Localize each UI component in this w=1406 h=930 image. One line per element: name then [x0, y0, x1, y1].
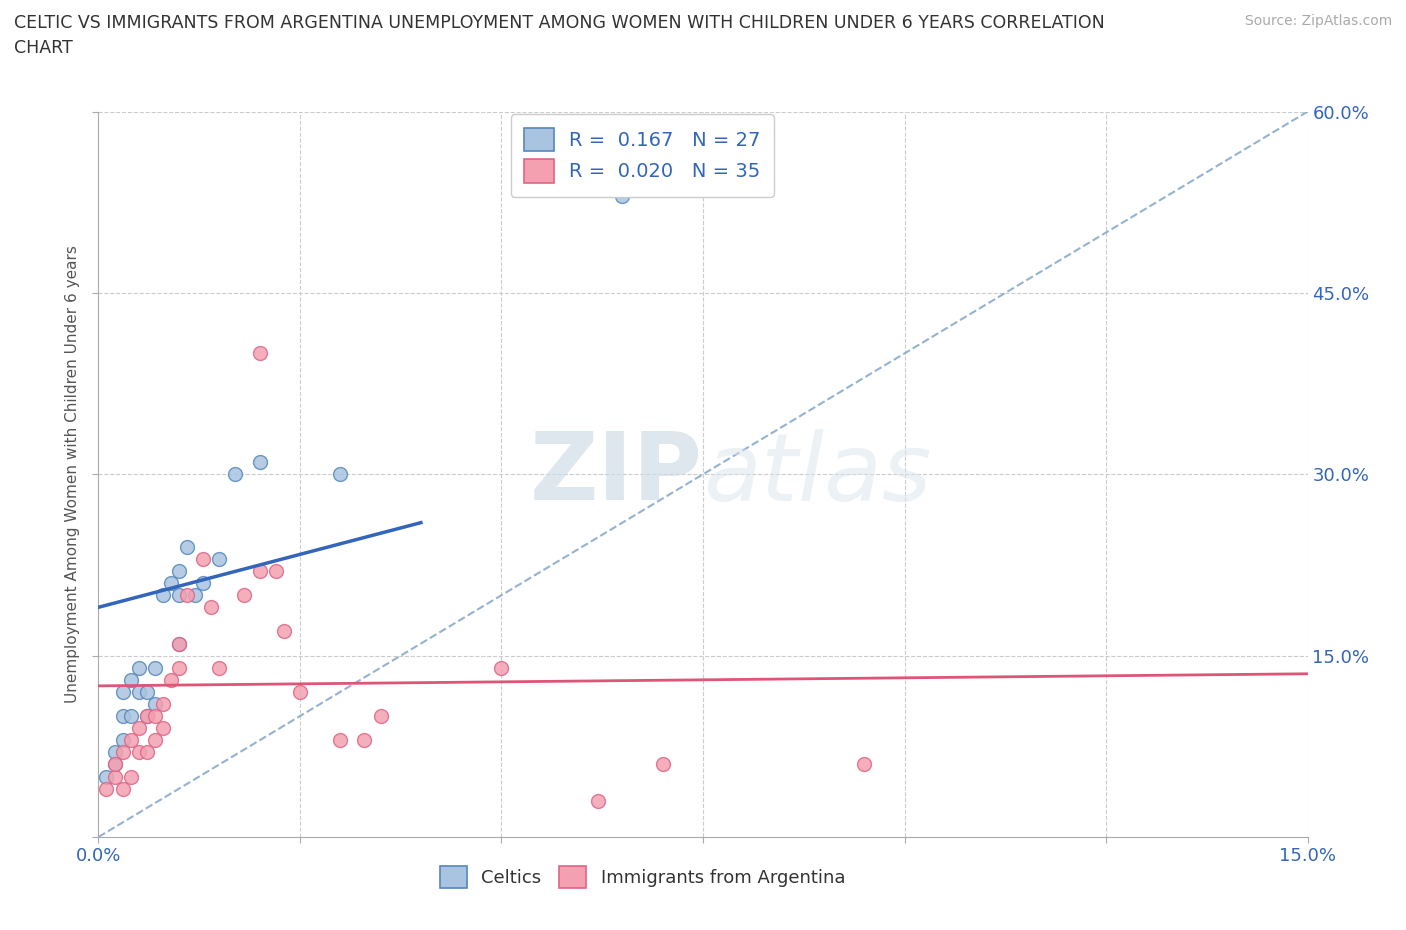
Text: Source: ZipAtlas.com: Source: ZipAtlas.com	[1244, 14, 1392, 28]
Point	[176, 539, 198, 554]
Point	[200, 600, 222, 615]
Point	[111, 684, 134, 699]
Point	[167, 660, 190, 675]
Point	[160, 576, 183, 591]
Point	[128, 684, 150, 699]
Point	[329, 467, 352, 482]
Point	[143, 709, 166, 724]
Point	[152, 588, 174, 603]
Point	[184, 588, 207, 603]
Point	[96, 781, 118, 796]
Point	[651, 757, 673, 772]
Point	[120, 733, 142, 748]
Point	[143, 733, 166, 748]
Point	[152, 721, 174, 736]
Point	[249, 346, 271, 361]
Point	[853, 757, 876, 772]
Point	[111, 709, 134, 724]
Text: ZIP: ZIP	[530, 429, 703, 520]
Point	[353, 733, 375, 748]
Point	[128, 660, 150, 675]
Point	[232, 588, 254, 603]
Point	[370, 709, 392, 724]
Point	[103, 769, 125, 784]
Point	[491, 660, 513, 675]
Point	[152, 697, 174, 711]
Point	[586, 793, 609, 808]
Point	[249, 455, 271, 470]
Point	[273, 624, 295, 639]
Point	[264, 564, 287, 578]
Point	[111, 781, 134, 796]
Point	[143, 697, 166, 711]
Point	[111, 745, 134, 760]
Point	[135, 745, 157, 760]
Point	[103, 757, 125, 772]
Point	[167, 564, 190, 578]
Point	[128, 721, 150, 736]
Point	[96, 769, 118, 784]
Point	[128, 745, 150, 760]
Point	[167, 636, 190, 651]
Text: atlas: atlas	[703, 429, 931, 520]
Point	[135, 684, 157, 699]
Point	[160, 672, 183, 687]
Point	[249, 564, 271, 578]
Point	[224, 467, 246, 482]
Legend: Celtics, Immigrants from Argentina: Celtics, Immigrants from Argentina	[427, 853, 858, 900]
Point	[288, 684, 311, 699]
Text: CELTIC VS IMMIGRANTS FROM ARGENTINA UNEMPLOYMENT AMONG WOMEN WITH CHILDREN UNDER: CELTIC VS IMMIGRANTS FROM ARGENTINA UNEM…	[14, 14, 1105, 57]
Point	[135, 709, 157, 724]
Point	[193, 576, 215, 591]
Point	[135, 709, 157, 724]
Point	[120, 769, 142, 784]
Point	[176, 588, 198, 603]
Point	[167, 588, 190, 603]
Point	[612, 189, 634, 204]
Y-axis label: Unemployment Among Women with Children Under 6 years: Unemployment Among Women with Children U…	[65, 246, 80, 703]
Point	[103, 745, 125, 760]
Point	[111, 733, 134, 748]
Point	[193, 551, 215, 566]
Point	[120, 709, 142, 724]
Point	[143, 660, 166, 675]
Point	[167, 636, 190, 651]
Point	[329, 733, 352, 748]
Point	[208, 660, 231, 675]
Point	[120, 672, 142, 687]
Point	[103, 757, 125, 772]
Point	[208, 551, 231, 566]
